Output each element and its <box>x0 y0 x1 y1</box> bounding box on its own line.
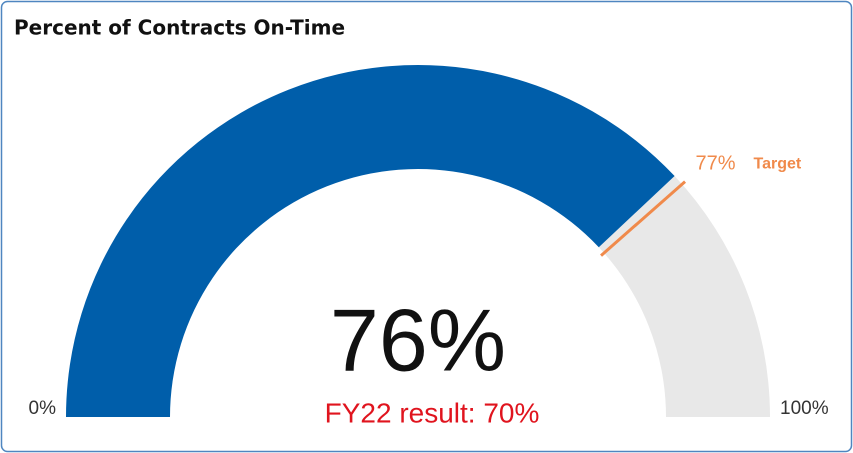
value-label: 76% <box>330 290 506 389</box>
target-line <box>600 180 687 257</box>
chart-title: Percent of Contracts On-Time <box>14 16 345 40</box>
target-name: Target <box>754 156 802 173</box>
gauge-value <box>66 64 675 418</box>
target-label: 77% <box>696 153 736 175</box>
tick-label: 100% <box>780 398 829 419</box>
gauge-track <box>598 176 770 417</box>
tick-label: 0% <box>29 398 57 419</box>
annotation: FY22 result: 70% <box>325 397 540 428</box>
